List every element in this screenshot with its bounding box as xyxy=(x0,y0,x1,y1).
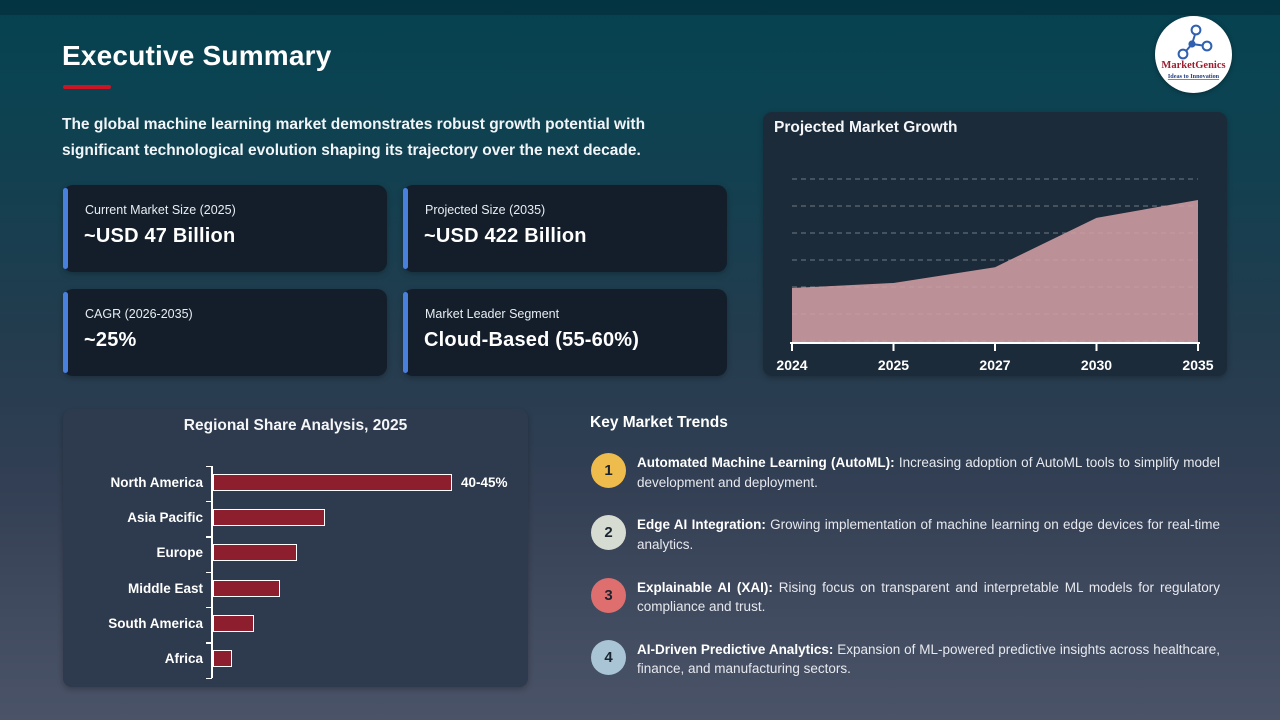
stat-card-value: ~USD 422 Billion xyxy=(424,225,587,247)
y-axis-tick xyxy=(206,571,212,573)
bar xyxy=(213,579,281,597)
trend-text: Automated Machine Learning (AutoML): Inc… xyxy=(637,453,1220,492)
stat-card: Current Market Size (2025) ~USD 47 Billio… xyxy=(63,185,387,272)
trend-number-badge: 3 xyxy=(591,577,626,613)
x-axis-label: 2025 xyxy=(878,357,909,373)
stat-cards: Current Market Size (2025) ~USD 47 Billio… xyxy=(63,185,727,376)
trend-title: Automated Machine Learning (AutoML): xyxy=(637,455,895,470)
bar xyxy=(213,473,452,491)
trend-number-badge: 4 xyxy=(591,639,626,675)
regional-chart-title: Regional Share Analysis, 2025 xyxy=(183,417,408,434)
y-axis-tick xyxy=(206,642,212,644)
bar-category-label: Europe xyxy=(156,545,203,561)
molecule-bond xyxy=(1191,34,1196,45)
trend-text: AI-Driven Predictive Analytics: Expansio… xyxy=(637,640,1220,679)
logo-tagline-text: Ideas to Innovation xyxy=(1168,73,1220,80)
trend-description: Expansion of ML-powered predictive insig… xyxy=(637,641,1220,677)
trend-item: 3 Explainable AI (XAI): Rising focus on t… xyxy=(591,577,1221,638)
bar xyxy=(213,615,255,632)
molecule-icon xyxy=(1177,24,1213,60)
bar-row: Asia Pacific xyxy=(63,507,528,531)
molecule-node xyxy=(1190,24,1202,36)
trend-item: 1 Automated Machine Learning (AutoML): In… xyxy=(591,453,1221,513)
bar xyxy=(213,650,233,668)
stat-card-label: Projected Size (2035) xyxy=(425,203,546,217)
trend-title: Edge AI Integration: xyxy=(637,517,766,533)
molecule-bond xyxy=(1185,43,1193,52)
x-axis-label: 2035 xyxy=(1182,357,1213,373)
stat-card-label: Current Market Size (2025) xyxy=(85,203,236,217)
stat-card-value: Cloud-Based (55-60%) xyxy=(424,329,640,351)
trends-heading: Key Market Trends xyxy=(590,414,728,431)
bar-category-label: South America xyxy=(108,616,203,631)
page-title: Executive Summary xyxy=(62,40,332,71)
bar-category-label: Africa xyxy=(164,651,203,667)
intro-text: The global machine learning market demon… xyxy=(62,116,646,159)
trend-number-badge: 1 xyxy=(591,453,626,488)
trend-text: Explainable AI (XAI): Rising focus on tr… xyxy=(637,578,1220,617)
stat-card: Market Leader Segment Cloud-Based (55-60%… xyxy=(403,289,727,376)
x-axis-label: 2024 xyxy=(776,357,807,373)
title-underline xyxy=(63,85,111,89)
growth-chart-panel: Projected Market Growth 2024 2025 2027 2030… xyxy=(763,112,1227,376)
x-axis-label: 2030 xyxy=(1081,357,1112,373)
bar-row: North America 40-45% xyxy=(63,472,528,496)
stat-card-label: Market Leader Segment xyxy=(425,307,560,321)
molecule-node xyxy=(1201,40,1213,52)
regional-chart-panel: Regional Share Analysis, 2025 North Amer… xyxy=(63,409,528,687)
trend-description: Growing implementation of machine learni… xyxy=(637,517,1221,552)
stat-card: Projected Size (2035) ~USD 422 Billion xyxy=(403,185,727,272)
trend-title: Explainable AI (XAI): xyxy=(637,579,773,595)
bar xyxy=(213,544,298,562)
trend-title: AI-Driven Predictive Analytics: xyxy=(637,641,834,657)
stat-card-label: CAGR (2026-2035) xyxy=(85,307,193,321)
bar-row: Middle East xyxy=(63,578,528,602)
x-axis-label: 2027 xyxy=(979,357,1010,373)
logo-graphic: MarketGenics Ideas to Innovation xyxy=(1161,24,1226,80)
stat-card-value: ~25% xyxy=(84,329,137,351)
bar-category-label: Asia Pacific xyxy=(127,510,203,525)
top-strip xyxy=(0,0,1280,15)
trend-description: Increasing adoption of AutoML tools to s… xyxy=(637,455,1220,490)
y-axis-tick xyxy=(206,465,212,467)
trend-description: Rising focus on transparent and interpre… xyxy=(637,579,1220,615)
molecule-bond xyxy=(1191,43,1203,47)
area-series xyxy=(792,200,1198,343)
molecule-node xyxy=(1177,48,1189,60)
logo: MarketGenics Ideas to Innovation xyxy=(1155,16,1232,93)
bar-category-label: North America xyxy=(110,474,203,490)
bar-row: South America xyxy=(63,613,528,637)
y-axis xyxy=(211,466,213,678)
bar xyxy=(213,509,326,526)
stat-card: CAGR (2026-2035) ~25% xyxy=(63,289,387,376)
trend-item: 2 Edge AI Integration: Growing implementa… xyxy=(591,515,1221,575)
trend-number-badge: 2 xyxy=(591,515,626,551)
stat-card-value: ~USD 47 Billion xyxy=(84,225,236,247)
bar-row: Europe xyxy=(63,542,528,566)
y-axis-tick xyxy=(206,677,212,679)
growth-chart-title: Projected Market Growth xyxy=(774,119,958,136)
trend-text: Edge AI Integration: Growing implementat… xyxy=(637,515,1220,554)
trend-item: 4 AI-Driven Predictive Analytics: Expansi… xyxy=(591,639,1221,700)
bar-category-label: Middle East xyxy=(127,580,203,596)
y-axis-tick xyxy=(206,536,212,538)
y-axis-tick xyxy=(206,500,212,503)
growth-area-chart: 2024 2025 2027 2030 2035 xyxy=(776,178,1214,373)
bar-row: Africa xyxy=(63,648,528,672)
logo-brand-text: MarketGenics xyxy=(1161,60,1225,71)
y-axis-tick xyxy=(206,606,212,609)
bar-data-label: 40-45% xyxy=(461,474,508,490)
